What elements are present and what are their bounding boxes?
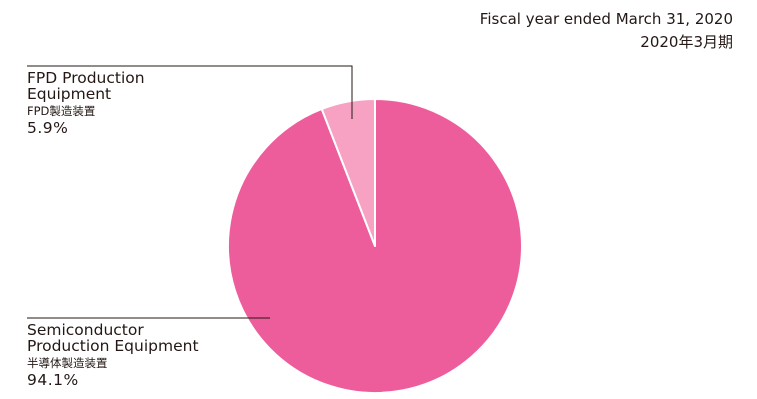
fpd-slice	[320, 98, 376, 247]
fpd-label-english-line1: FPD Production	[27, 69, 145, 87]
fiscal-year-japanese: 2020年3月期	[640, 33, 733, 51]
fpd-slice-label: FPD Production Equipment FPD製造装置 5.9%	[27, 70, 217, 137]
leader-lines	[27, 65, 353, 319]
fiscal-year-english: Fiscal year ended March 31, 2020	[479, 10, 733, 28]
fpd-label-japanese: FPD製造装置	[27, 104, 96, 118]
fpd-value-label: 5.9%	[27, 119, 69, 137]
semiconductor-slice-label: Semiconductor Production Equipment 半導体製造…	[27, 322, 287, 389]
semiconductor-label-english-line2: Production Equipment	[27, 337, 199, 355]
semiconductor-value-label: 94.1%	[27, 371, 79, 389]
pie-slices	[227, 98, 523, 394]
semiconductor-label-english-line1: Semiconductor	[27, 321, 144, 339]
chart-header: Fiscal year ended March 31, 2020 2020年3月…	[480, 8, 733, 54]
fpd-leader-line	[27, 65, 353, 119]
semiconductor-label-japanese: 半導体製造装置	[27, 356, 108, 370]
fpd-label-english-line2: Equipment	[27, 85, 112, 103]
